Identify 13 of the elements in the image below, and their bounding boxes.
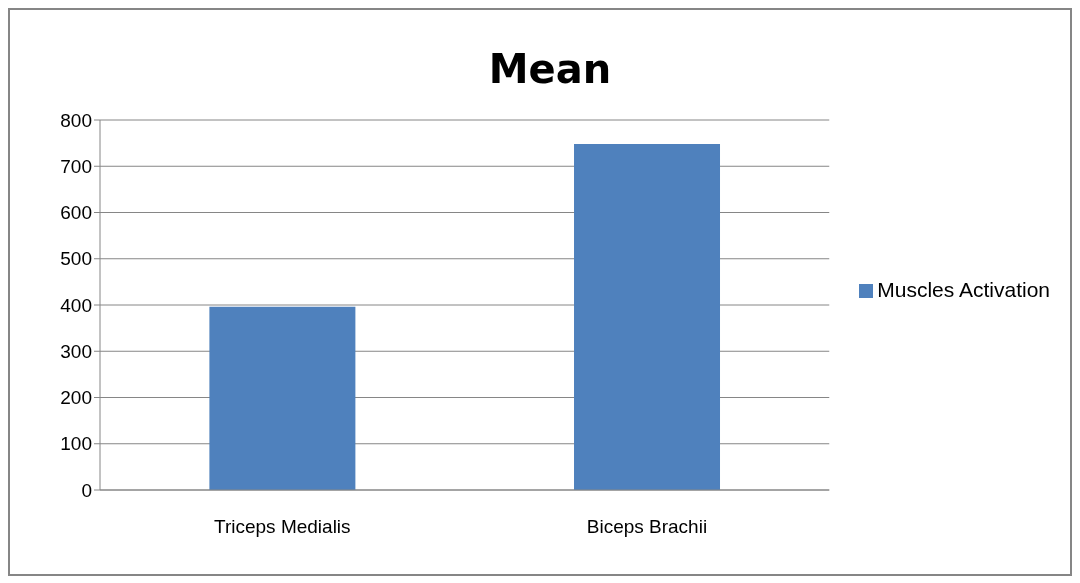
chart-title: Mean <box>487 46 613 92</box>
y-tick-label: 700 <box>60 155 92 177</box>
y-tick-label: 500 <box>60 248 92 270</box>
legend-label: Muscles Activation <box>877 278 1050 301</box>
x-tick-label: Triceps Medialis <box>214 516 351 538</box>
y-tick-label: 800 <box>60 109 92 131</box>
y-tick-label: 200 <box>60 387 92 409</box>
y-tick-label: 100 <box>60 433 92 455</box>
x-tick-label: Biceps Brachii <box>586 516 708 538</box>
y-tick-label: 300 <box>60 340 92 362</box>
y-tick-label: 400 <box>60 294 92 316</box>
y-tick-label: 600 <box>60 202 92 224</box>
y-tick-label: 0 <box>81 479 92 501</box>
